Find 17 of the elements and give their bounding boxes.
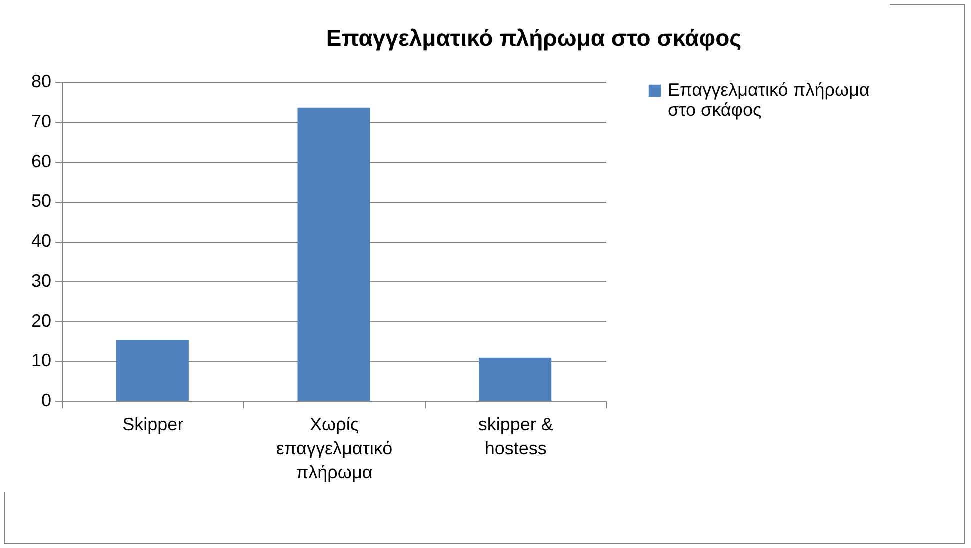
y-tick-label: 20 (31, 310, 52, 331)
x-tick-label: skipper & hostess (478, 414, 554, 458)
y-tick-label: 50 (31, 191, 52, 212)
bar (479, 358, 552, 401)
y-tick-label: 70 (31, 111, 52, 132)
y-tick-label: 40 (31, 231, 52, 251)
legend-label: Επαγγελματικό πλήρωμα στο σκάφος (668, 80, 870, 120)
x-tick-label: Skipper (122, 414, 184, 434)
bar (116, 340, 189, 401)
y-tick-label: 10 (31, 350, 52, 371)
y-tick-label: 30 (31, 270, 52, 291)
chart-title: Επαγγελματικό πλήρωμα στο σκάφος (326, 25, 742, 51)
y-tick-label: 60 (31, 151, 52, 172)
y-tick-label: 0 (41, 390, 52, 410)
y-tick-label: 80 (31, 72, 52, 92)
x-tick-label: Χωρίς επαγγελματικό πλήρωμα (276, 414, 393, 482)
bar (298, 108, 370, 401)
